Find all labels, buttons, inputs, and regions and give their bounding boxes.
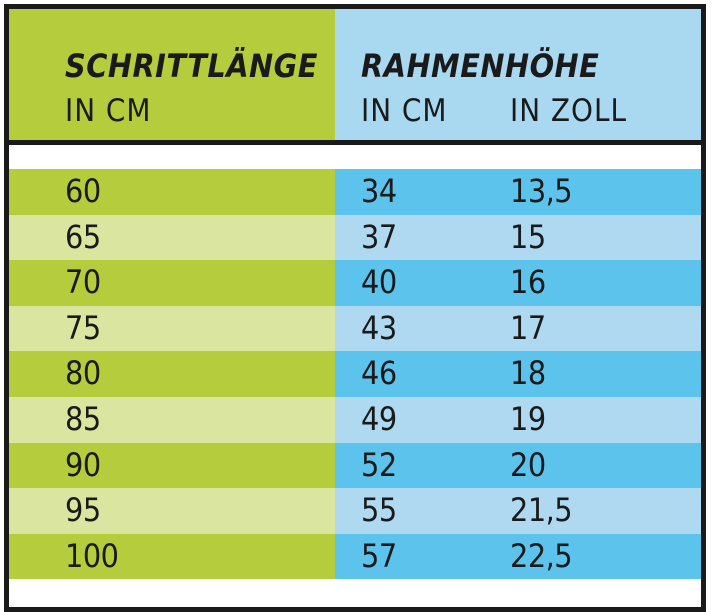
header-rahmenhoehe-unit-zoll: IN ZOLL	[510, 93, 628, 129]
rahmenhoehe-zoll-value: 13,5	[510, 172, 573, 210]
rahmenhoehe-zoll-value: 22,5	[510, 536, 573, 575]
cell-schrittlaenge: 95	[9, 488, 335, 534]
schrittlaenge-value: 70	[65, 263, 101, 302]
cell-schrittlaenge: 80	[9, 351, 335, 397]
cell-rahmenhoehe: 57 22,5	[335, 533, 701, 580]
header-rahmenhoehe: RAHMENHÖHE IN CM IN ZOLL	[335, 9, 701, 140]
rahmenhoehe-zoll-value: 18	[510, 354, 546, 393]
schrittlaenge-value: 95	[65, 491, 101, 530]
cell-rahmenhoehe: 52 20	[335, 442, 701, 489]
size-chart-table: SCHRITTLÄNGE IN CM RAHMENHÖHE IN CM IN Z…	[4, 4, 706, 612]
rahmenhoehe-zoll-value: 16	[510, 263, 546, 302]
cell-schrittlaenge: 65	[9, 214, 335, 261]
table-row: 75 43 17	[9, 305, 701, 352]
table-row: 85 49 19	[9, 396, 701, 443]
cell-rahmenhoehe: 37 15	[335, 214, 701, 261]
header-schrittlaenge-title: SCHRITTLÄNGE	[65, 47, 318, 85]
rahmenhoehe-zoll-value: 15	[510, 217, 546, 256]
cell-schrittlaenge: 75	[9, 305, 335, 352]
cell-rahmenhoehe: 46 18	[335, 351, 701, 397]
table-row: 60 34 13,5	[9, 169, 701, 215]
schrittlaenge-value: 100	[65, 536, 119, 575]
table-row: 80 46 18	[9, 351, 701, 397]
cell-rahmenhoehe: 34 13,5	[335, 169, 701, 215]
cell-schrittlaenge: 60	[9, 169, 335, 215]
table-row: 90 52 20	[9, 442, 701, 489]
header-schrittlaenge: SCHRITTLÄNGE IN CM	[9, 9, 335, 140]
rahmenhoehe-cm-value: 55	[361, 491, 397, 530]
schrittlaenge-value: 90	[65, 445, 101, 484]
cell-rahmenhoehe: 40 16	[335, 260, 701, 306]
cell-rahmenhoehe: 55 21,5	[335, 488, 701, 534]
table-body: 60 34 13,5 65 37 15 70 40 16 75 43 17 80 46 18 85 49 19 90…	[9, 169, 701, 580]
rahmenhoehe-cm-value: 40	[361, 263, 397, 302]
schrittlaenge-value: 80	[65, 354, 101, 393]
table-row: 70 40 16	[9, 260, 701, 306]
schrittlaenge-value: 60	[65, 172, 101, 210]
cell-schrittlaenge: 90	[9, 442, 335, 489]
rahmenhoehe-cm-value: 46	[361, 354, 397, 393]
schrittlaenge-value: 75	[65, 308, 101, 347]
table-header: SCHRITTLÄNGE IN CM RAHMENHÖHE IN CM IN Z…	[9, 9, 701, 145]
rahmenhoehe-zoll-value: 17	[510, 308, 546, 347]
rahmenhoehe-cm-value: 43	[361, 308, 397, 347]
schrittlaenge-value: 65	[65, 217, 101, 256]
rahmenhoehe-zoll-value: 19	[510, 399, 546, 438]
table-row: 95 55 21,5	[9, 488, 701, 534]
header-schrittlaenge-unit: IN CM	[65, 93, 152, 129]
rahmenhoehe-cm-value: 57	[361, 536, 397, 575]
header-spacer	[9, 145, 701, 169]
rahmenhoehe-zoll-value: 20	[510, 445, 546, 484]
cell-schrittlaenge: 70	[9, 260, 335, 306]
cell-rahmenhoehe: 49 19	[335, 396, 701, 443]
table-row: 65 37 15	[9, 214, 701, 261]
header-rahmenhoehe-title: RAHMENHÖHE	[361, 47, 600, 85]
cell-schrittlaenge: 85	[9, 396, 335, 443]
cell-schrittlaenge: 100	[9, 533, 335, 580]
table-row: 100 57 22,5	[9, 533, 701, 580]
rahmenhoehe-zoll-value: 21,5	[510, 491, 573, 530]
cell-rahmenhoehe: 43 17	[335, 305, 701, 352]
rahmenhoehe-cm-value: 34	[361, 172, 397, 210]
rahmenhoehe-cm-value: 52	[361, 445, 397, 484]
header-rahmenhoehe-unit-cm: IN CM	[361, 93, 448, 129]
rahmenhoehe-cm-value: 49	[361, 399, 397, 438]
schrittlaenge-value: 85	[65, 399, 101, 438]
rahmenhoehe-cm-value: 37	[361, 217, 397, 256]
